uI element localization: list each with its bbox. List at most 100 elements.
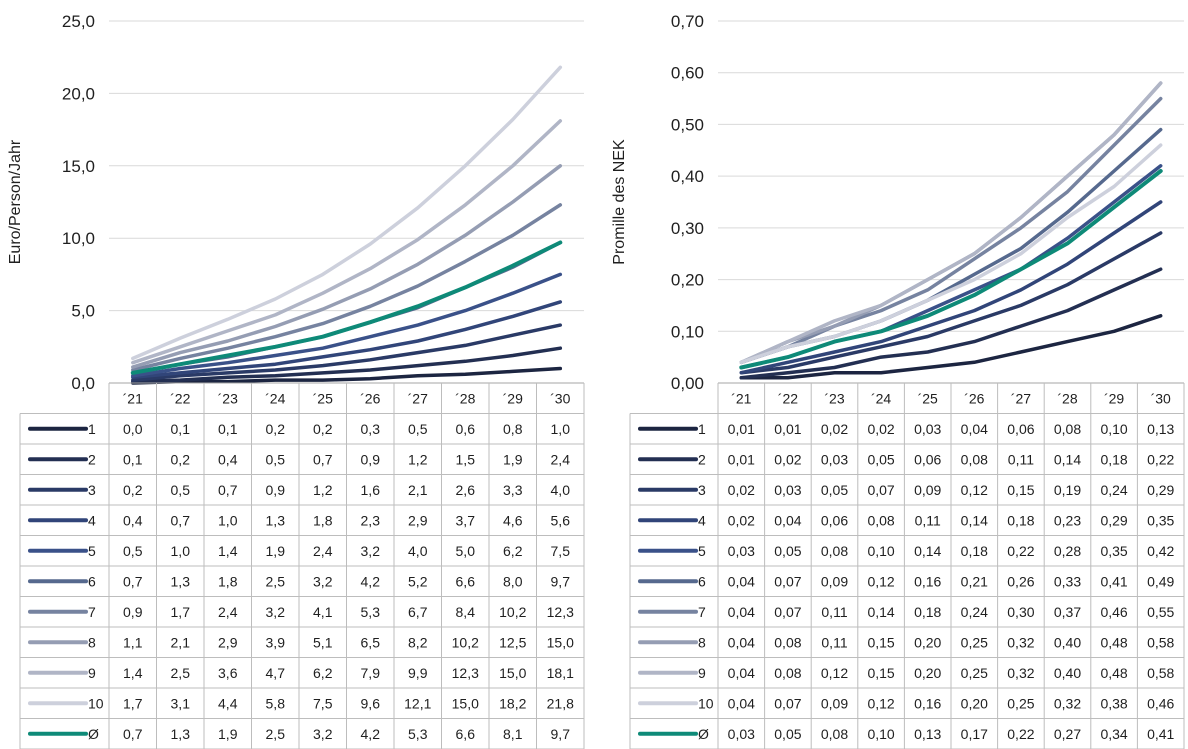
data-label: 0,9	[266, 482, 286, 498]
series-line-9	[739, 81, 1163, 365]
data-label: 4,0	[551, 482, 571, 498]
data-label: 1,0	[551, 421, 571, 437]
data-label: 0,03	[821, 451, 848, 467]
data-label: 0,02	[867, 421, 894, 437]
data-label: 12,3	[547, 604, 574, 620]
data-label: 0,41	[1100, 573, 1127, 589]
data-label: 0,14	[867, 604, 894, 620]
data-label: 1,6	[361, 482, 381, 498]
data-label: 0,04	[774, 512, 801, 528]
data-label: 0,22	[1007, 543, 1034, 559]
legend-label: 3	[88, 482, 96, 498]
data-label: 1,0	[171, 543, 191, 559]
legend-label: 10	[698, 695, 714, 711]
data-label: 0,10	[867, 726, 894, 742]
data-label: 0,04	[728, 604, 755, 620]
x-tick-label: ´29	[1104, 390, 1124, 406]
y-tick-label: 0,70	[671, 12, 704, 31]
series-line-Ø	[739, 169, 1163, 370]
legend-label: 3	[698, 482, 706, 498]
x-tick-label: ´24	[265, 390, 285, 406]
data-label: 1,4	[123, 665, 143, 681]
data-label: 5,0	[456, 543, 476, 559]
data-label: 0,11	[821, 634, 847, 650]
data-label: 0,08	[821, 726, 848, 742]
data-label: 8,2	[408, 634, 428, 650]
data-label: 0,9	[361, 451, 381, 467]
data-label: 0,03	[914, 421, 941, 437]
series-line-8	[739, 81, 1163, 365]
y-tick-label: 0,00	[671, 374, 704, 393]
data-label: 0,46	[1147, 695, 1174, 711]
data-label: 0,7	[171, 512, 191, 528]
data-label: 0,42	[1147, 543, 1174, 559]
x-tick-label: ´27	[1011, 390, 1031, 406]
series-line-3	[739, 231, 1163, 375]
data-label: 0,29	[1147, 482, 1174, 498]
data-label: 0,2	[313, 421, 333, 437]
data-label: 0,34	[1100, 726, 1127, 742]
data-label: 0,46	[1100, 604, 1127, 620]
data-label: 1,2	[408, 451, 428, 467]
data-label: 2,4	[551, 451, 571, 467]
data-label: 0,02	[821, 421, 848, 437]
data-label: 0,23	[1054, 512, 1081, 528]
data-label: 6,5	[361, 634, 381, 650]
legend-label: 5	[88, 543, 96, 559]
data-label: 0,07	[774, 573, 801, 589]
data-label: 3,9	[266, 634, 286, 650]
data-label: 1,7	[123, 695, 143, 711]
data-label: 0,08	[774, 665, 801, 681]
data-label: 10,2	[499, 604, 526, 620]
data-label: 0,07	[774, 604, 801, 620]
data-label: 0,10	[1100, 421, 1127, 437]
x-tick-label: ´28	[1057, 390, 1077, 406]
legend-label: 2	[88, 451, 96, 467]
data-label: 1,5	[456, 451, 476, 467]
data-label: 0,17	[961, 726, 988, 742]
data-label: 10,2	[452, 634, 479, 650]
data-label: 4,7	[266, 665, 286, 681]
series-line-10	[131, 65, 563, 361]
data-label: 0,21	[961, 573, 988, 589]
series-line-3	[131, 323, 563, 382]
y-axis-label: Promille des NEK	[611, 139, 628, 265]
data-label: 0,18	[1007, 512, 1034, 528]
data-label: 0,13	[1147, 421, 1174, 437]
data-label: 1,0	[218, 512, 238, 528]
data-label: 3,2	[313, 726, 333, 742]
legend-label: 4	[698, 512, 706, 528]
data-label: 3,3	[503, 482, 523, 498]
y-tick-label: 5,0	[71, 302, 95, 321]
legend-label: 9	[88, 665, 96, 681]
data-label: 1,8	[313, 512, 333, 528]
data-label: 8,1	[503, 726, 523, 742]
data-label: 0,48	[1100, 634, 1127, 650]
data-label: 0,33	[1054, 573, 1081, 589]
legend-label: 4	[88, 512, 96, 528]
data-label: 15,0	[452, 695, 479, 711]
data-label: 6,2	[313, 665, 333, 681]
data-label: 0,55	[1147, 604, 1174, 620]
data-label: 0,05	[774, 726, 801, 742]
data-label: 5,6	[551, 512, 571, 528]
y-tick-label: 0,10	[671, 322, 704, 341]
data-label: 1,1	[123, 634, 143, 650]
data-label: 1,7	[171, 604, 191, 620]
data-label: 0,18	[914, 604, 941, 620]
data-label: 0,08	[1054, 421, 1081, 437]
x-tick-label: ´23	[824, 390, 844, 406]
data-label: 0,9	[123, 604, 143, 620]
data-label: 21,8	[547, 695, 574, 711]
data-label: 0,07	[867, 482, 894, 498]
series-line-Ø	[130, 240, 563, 375]
legend-label: 7	[698, 604, 706, 620]
data-label: 8,4	[456, 604, 476, 620]
x-tick-label: ´21	[731, 390, 751, 406]
data-label: 3,7	[456, 512, 476, 528]
data-label: 2,9	[408, 512, 428, 528]
data-label: 4,2	[361, 726, 381, 742]
series-line-1	[739, 314, 1163, 380]
data-label: 0,01	[728, 451, 755, 467]
data-label: 1,9	[503, 451, 523, 467]
